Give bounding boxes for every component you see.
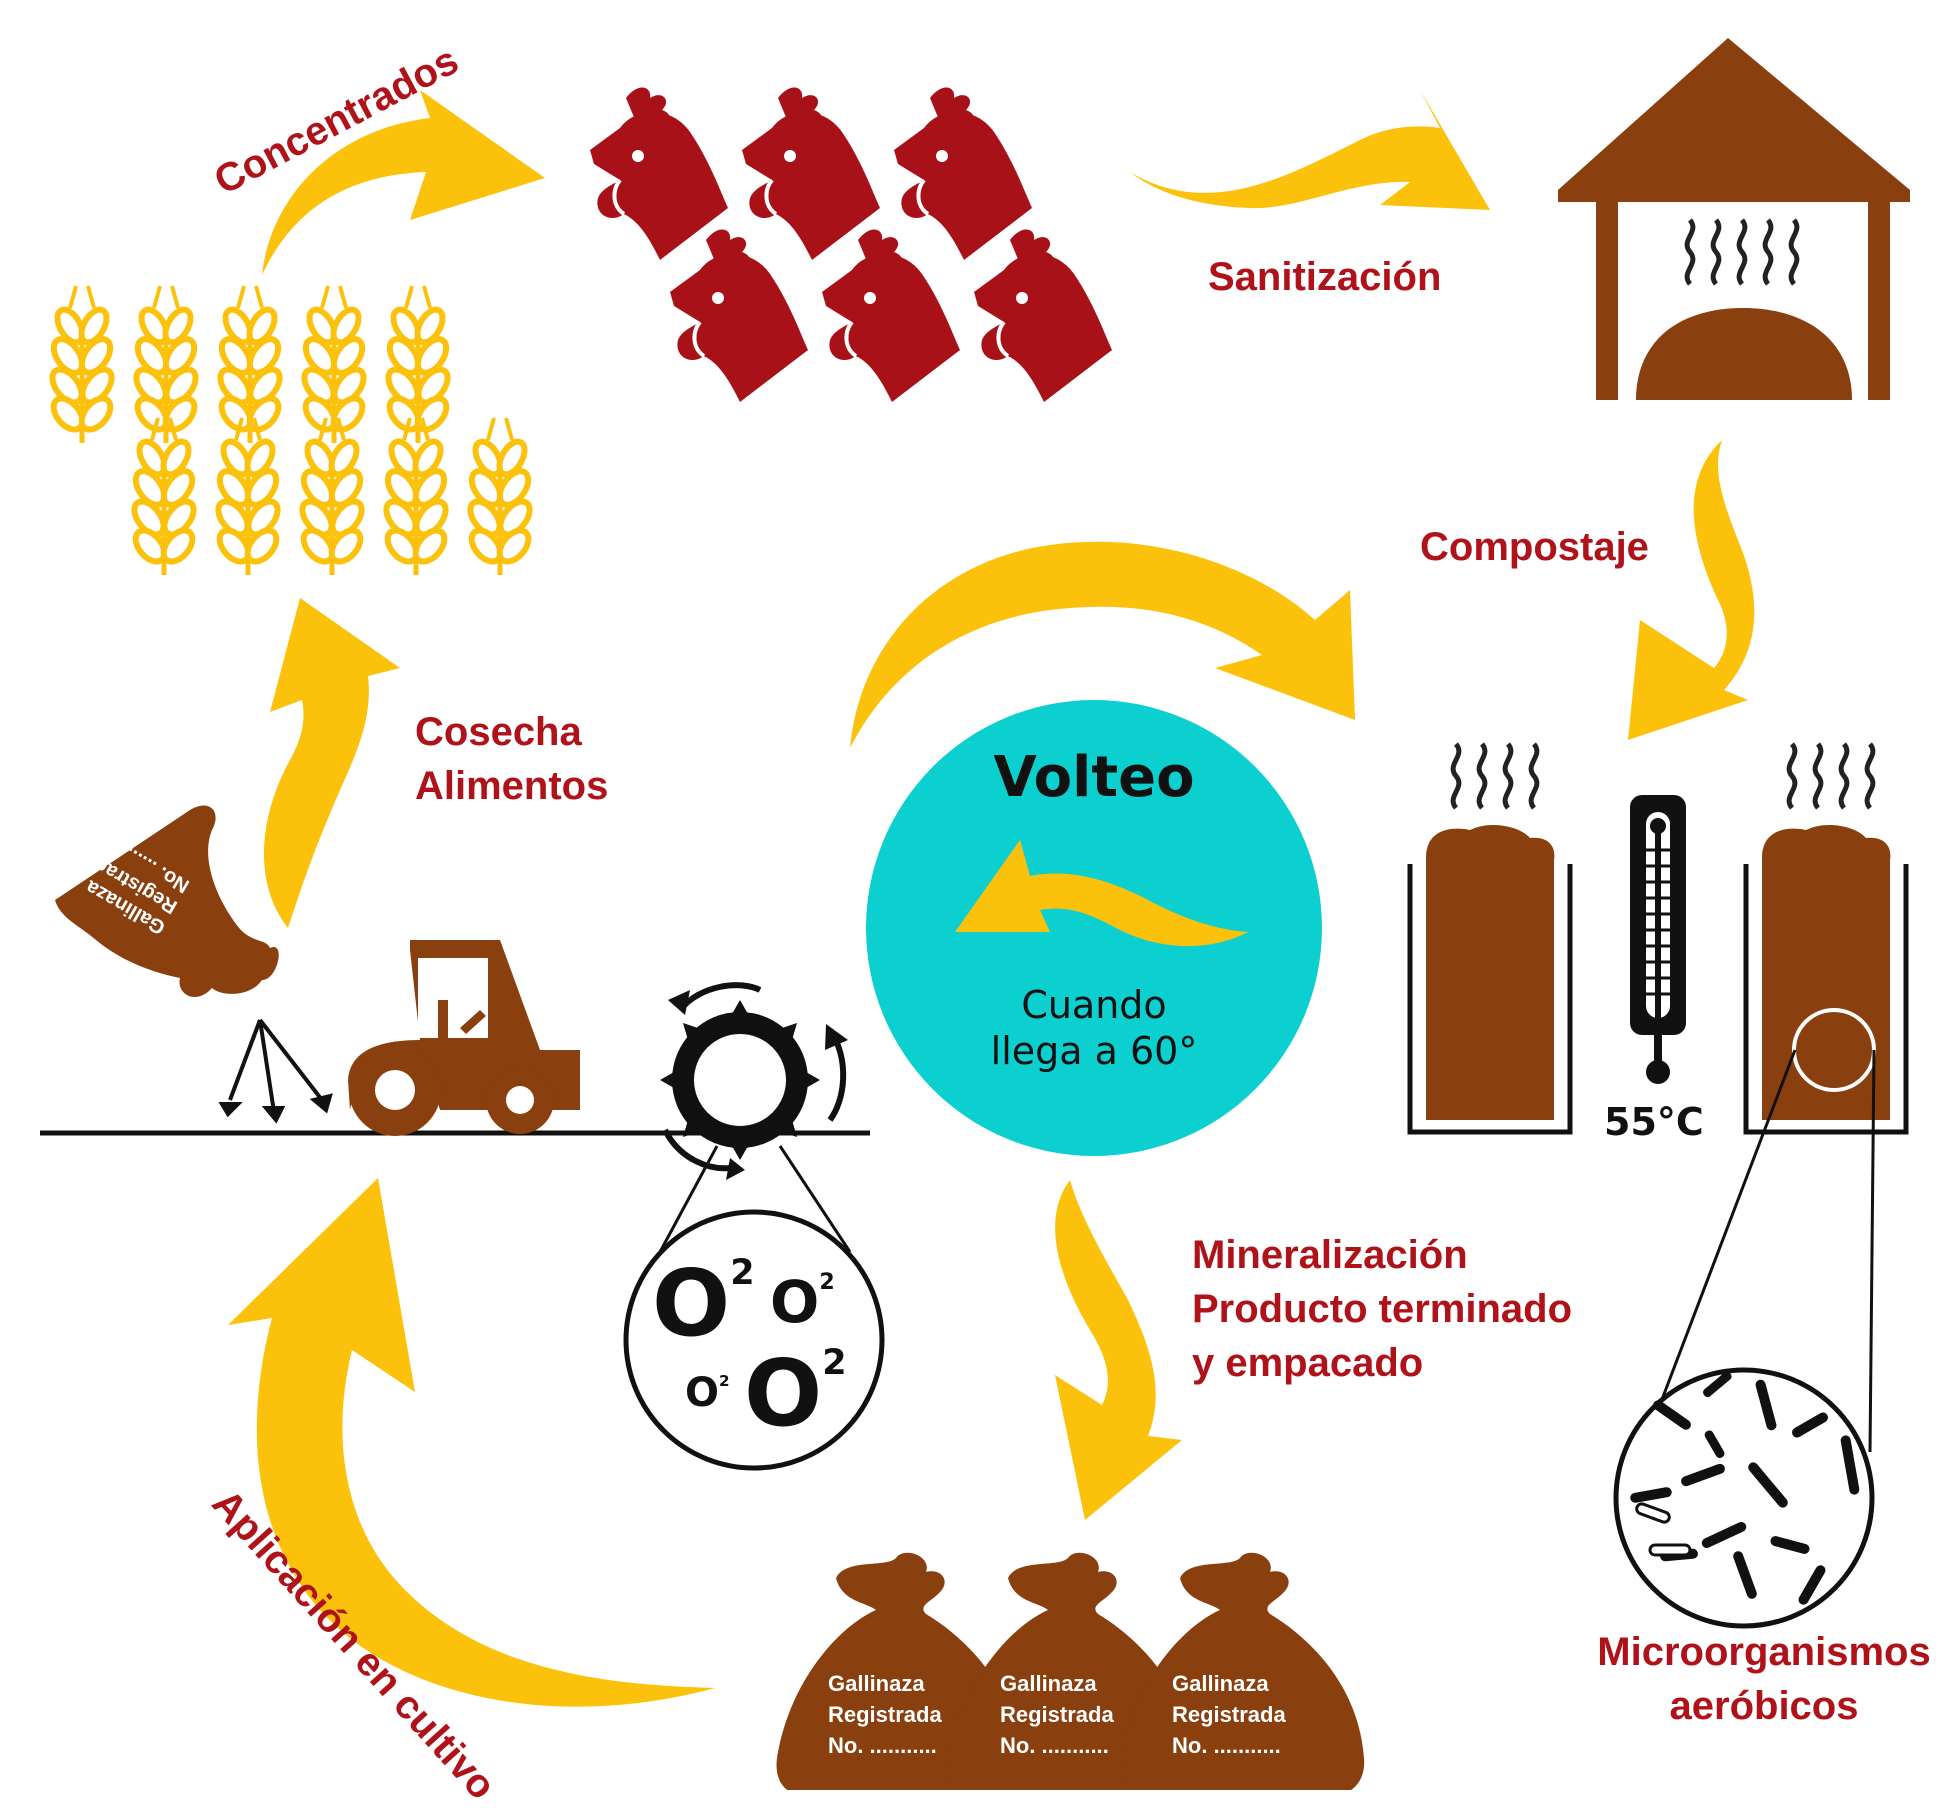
bag-label-line3: No. ........... bbox=[1172, 1733, 1281, 1758]
label-microorganismos: Microorganismos aeróbicos bbox=[1586, 1625, 1942, 1733]
chicken-icon bbox=[588, 85, 1114, 404]
label-sanitizacion: Sanitización bbox=[1208, 255, 1442, 299]
arrow-volteo-arc bbox=[850, 541, 1355, 748]
label-mineralizacion-line2: Producto terminado bbox=[1192, 1287, 1573, 1331]
bag-label-line1: Gallinaza bbox=[1000, 1671, 1097, 1696]
bag-label-line3: No. ........... bbox=[1000, 1733, 1109, 1758]
compost-bin-icon bbox=[1743, 744, 1909, 1135]
oxygen-subscript: 2 bbox=[822, 1343, 847, 1384]
label-mineralizacion: Mineralización Producto terminado y empa… bbox=[1192, 1228, 1572, 1390]
volteo-subtitle-line1: Cuando bbox=[1021, 983, 1167, 1027]
oxygen-magnifier-icon bbox=[623, 1145, 885, 1471]
microscope-view-icon bbox=[1613, 1049, 1876, 1629]
label-mineralizacion-line3: y empacado bbox=[1192, 1341, 1424, 1385]
bag-label-1: Gallinaza Registrada No. ........... bbox=[828, 1668, 942, 1761]
compost-house-icon bbox=[1558, 38, 1910, 400]
temperature-readout: 55°C bbox=[1604, 1100, 1704, 1144]
bag-label-line2: Registrada bbox=[828, 1702, 942, 1727]
arrow-mineralizacion bbox=[1055, 1180, 1182, 1520]
oxygen-subscript: 2 bbox=[819, 1270, 835, 1296]
label-microorganismos-line1: Microorganismos bbox=[1597, 1630, 1931, 1674]
tractor-icon bbox=[348, 940, 580, 1136]
compost-bin-icon bbox=[1407, 744, 1573, 1135]
aerator-wheel-icon bbox=[660, 982, 848, 1180]
bag-label-line2: Registrada bbox=[1000, 1702, 1114, 1727]
oxygen-letter: O bbox=[685, 1370, 720, 1416]
bag-label-2: Gallinaza Registrada No. ........... bbox=[1000, 1668, 1114, 1761]
label-microorganismos-line2: aeróbicos bbox=[1669, 1684, 1859, 1728]
label-mineralizacion-line1: Mineralización bbox=[1192, 1233, 1468, 1277]
thermometer-icon bbox=[1630, 795, 1686, 1084]
bag-label-line3: No. ........... bbox=[828, 1733, 937, 1758]
arrow-cosecha bbox=[263, 598, 400, 928]
oxygen-symbol-medium: O2 bbox=[770, 1268, 835, 1336]
arrow-compostaje bbox=[1628, 440, 1755, 740]
oxygen-letter: O bbox=[770, 1268, 820, 1336]
volteo-title: Volteo bbox=[993, 745, 1195, 810]
label-cosecha: Cosecha Alimentos bbox=[415, 705, 608, 813]
bag-label-line1: Gallinaza bbox=[828, 1671, 925, 1696]
oxygen-symbol-large-1: O2 bbox=[652, 1250, 755, 1357]
arrow-sanitizacion bbox=[1130, 90, 1490, 210]
volteo-subtitle: Cuando llega a 60° bbox=[924, 982, 1264, 1074]
oxygen-letter: O bbox=[744, 1340, 823, 1447]
arrows bbox=[228, 90, 1755, 1707]
arrow-aplicacion bbox=[228, 1178, 715, 1707]
volteo-circle bbox=[866, 700, 1322, 1156]
volteo-subtitle-line2: llega a 60° bbox=[990, 1029, 1198, 1073]
wheat-icon bbox=[47, 286, 536, 575]
bag-label-line2: Registrada bbox=[1172, 1702, 1286, 1727]
arrow-volteo-inner bbox=[955, 840, 1248, 947]
oxygen-symbol-small: O2 bbox=[685, 1370, 730, 1416]
oxygen-subscript: 2 bbox=[719, 1371, 730, 1390]
bag-label-line1: Gallinaza bbox=[1172, 1671, 1269, 1696]
fertilizer-bag-icon: Gallinaza Registrada No. .......... bbox=[55, 805, 333, 1124]
bag-label-3: Gallinaza Registrada No. ........... bbox=[1172, 1668, 1286, 1761]
label-cosecha-line2: Alimentos bbox=[415, 764, 609, 808]
label-cosecha-line1: Cosecha bbox=[415, 710, 582, 754]
arrow-concentrados bbox=[262, 90, 545, 275]
label-compostaje: Compostaje bbox=[1420, 525, 1649, 569]
oxygen-letter: O bbox=[652, 1250, 731, 1357]
oxygen-symbol-large-2: O2 bbox=[744, 1340, 847, 1447]
oxygen-subscript: 2 bbox=[730, 1253, 755, 1294]
